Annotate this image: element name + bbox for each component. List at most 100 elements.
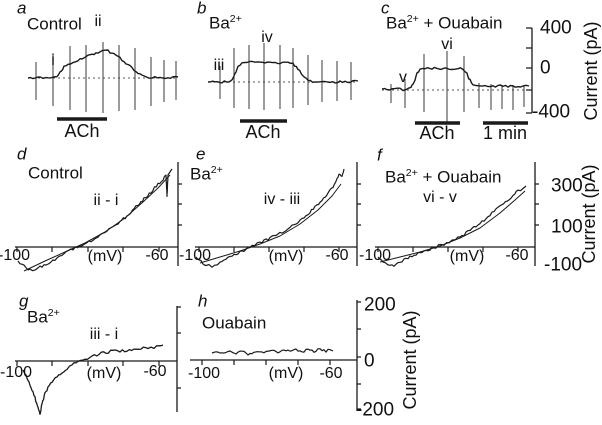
trace-marker-i: i bbox=[51, 53, 55, 69]
top-scale-ticks bbox=[526, 27, 532, 114]
xtick-h-neg60: -60 bbox=[319, 366, 342, 382]
panel-letter-d-text: d bbox=[17, 144, 27, 164]
condition-label-b-superscript: 2+ bbox=[229, 12, 242, 25]
xtick-f-neg100-text: -100 bbox=[358, 247, 392, 264]
panel-letter-a-text: a bbox=[17, 0, 27, 18]
difference-trace-h bbox=[211, 348, 334, 356]
xtick-e-neg60: -60 bbox=[325, 248, 348, 264]
xtick-e-neg60-text: -60 bbox=[325, 247, 349, 264]
ticks-h-y bbox=[357, 301, 361, 410]
condition-label-a-text: Control bbox=[27, 14, 82, 34]
trace-marker-ii: ii bbox=[94, 14, 101, 30]
xtick-d-neg100: -100 bbox=[0, 248, 30, 264]
condition-label-f: Ba2+ + Ouabain bbox=[385, 166, 502, 187]
xtick-d-neg60: -60 bbox=[145, 248, 168, 264]
top-axis-title: Current (pA) bbox=[581, 21, 601, 121]
xtick-d-neg60-text: -60 bbox=[145, 247, 169, 264]
panel-letter-g-text: g bbox=[19, 291, 29, 311]
panel-letter-c: c bbox=[381, 0, 390, 17]
condition-label-f-text: Ba bbox=[385, 167, 406, 187]
time-scale-label-text: 1 min bbox=[482, 123, 528, 143]
difference-trace-g bbox=[22, 344, 164, 415]
ticks-e-x bbox=[198, 247, 340, 252]
h-scale-200-text: 200 bbox=[364, 294, 396, 316]
ticks-d-x bbox=[16, 247, 160, 252]
xtick-f-neg100: -100 bbox=[359, 248, 391, 264]
h-scale-neg200-text: -200 bbox=[356, 399, 395, 421]
h-axis-title-text: Current (pA) bbox=[400, 310, 420, 410]
trace-marker-ii-text: ii bbox=[94, 13, 102, 30]
trace-marker-v: v bbox=[399, 70, 407, 86]
panel-letter-d: d bbox=[17, 146, 26, 163]
xtick-h-neg100: -100 bbox=[188, 366, 220, 382]
mid-axis-title: Current (pA) bbox=[579, 164, 599, 263]
panel-letter-e: e bbox=[196, 146, 205, 163]
fit-line-e bbox=[199, 183, 342, 264]
ach-label-b-text: ACh bbox=[245, 122, 281, 142]
xtick-h-neg60-text: -60 bbox=[319, 365, 343, 382]
condition-label-b: Ba2+ bbox=[209, 12, 242, 33]
condition-label-d: Control bbox=[28, 165, 83, 182]
ticks-g-x bbox=[16, 361, 160, 366]
current-trace-b bbox=[207, 60, 359, 84]
ach-label-a-text: ACh bbox=[64, 121, 100, 141]
condition-label-c: Ba2+ + Ouabain bbox=[386, 12, 502, 32]
condition-label-c-superscript: 2+ bbox=[406, 12, 419, 25]
difference-label-f-text: vi - v bbox=[423, 189, 457, 206]
trace-marker-iv-text: iv bbox=[261, 29, 273, 46]
fit-line-f bbox=[379, 190, 526, 263]
xaxis-f-mv-text: (mV) bbox=[449, 248, 485, 265]
ticks-g-y bbox=[177, 306, 181, 389]
trace-marker-iv: iv bbox=[261, 30, 273, 46]
panel-letter-h: h bbox=[198, 293, 207, 310]
ramp-spikes-b bbox=[219, 43, 352, 110]
top-scale-neg400: -400 bbox=[532, 103, 570, 122]
top-scale-400-text: 400 bbox=[540, 17, 572, 39]
xaxis-f-mv: (mV) bbox=[450, 249, 485, 265]
ach-label-c: ACh bbox=[419, 124, 454, 142]
xtick-d-neg100-text: -100 bbox=[0, 247, 31, 264]
top-scale-neg400-text: -400 bbox=[532, 101, 571, 123]
condition-label-f-tail: + Ouabain bbox=[417, 167, 502, 187]
difference-label-g: iii - i bbox=[90, 327, 118, 343]
ticks-f-x bbox=[377, 247, 519, 252]
condition-label-a: Control bbox=[27, 16, 82, 33]
xtick-f-neg60: -60 bbox=[505, 248, 528, 264]
condition-label-e-text: Ba bbox=[190, 164, 211, 184]
mid-scale-300-text: 300 bbox=[551, 175, 583, 197]
top-scale-400: 400 bbox=[540, 19, 572, 38]
difference-trace-f bbox=[377, 185, 527, 267]
panel-letter-a: a bbox=[17, 0, 26, 17]
h-scale-0: 0 bbox=[364, 352, 375, 371]
condition-label-f-superscript: 2+ bbox=[405, 166, 418, 179]
difference-label-g-text: iii - i bbox=[89, 326, 119, 343]
current-trace-c bbox=[381, 66, 530, 92]
xtick-h-neg100-text: -100 bbox=[187, 365, 221, 382]
condition-label-h-text: Ouabain bbox=[202, 313, 267, 333]
condition-label-b-text: Ba bbox=[209, 13, 230, 33]
ach-label-a: ACh bbox=[64, 122, 99, 140]
ramp-spikes-c bbox=[390, 51, 525, 122]
trace-marker-i-text: i bbox=[51, 52, 55, 69]
xtick-g-neg60: -60 bbox=[143, 364, 166, 380]
panel-letter-f-text: f bbox=[377, 145, 382, 165]
panel-letter-g: g bbox=[19, 293, 28, 310]
condition-label-g: Ba2+ bbox=[27, 308, 60, 326]
xtick-g-neg100-text: -100 bbox=[0, 364, 33, 381]
xtick-e-neg100: -100 bbox=[179, 248, 211, 264]
trace-marker-vi: vi bbox=[441, 37, 453, 53]
mid-scale-300: 300 bbox=[551, 177, 583, 196]
top-axis-title-text: Current (pA) bbox=[581, 21, 601, 121]
trace-marker-v-text: v bbox=[399, 69, 407, 86]
xtick-f-neg60-text: -60 bbox=[505, 247, 529, 264]
xaxis-g-mv-text: (mV) bbox=[86, 365, 122, 382]
mid-scale-100: 100 bbox=[551, 218, 583, 237]
xaxis-h-mv-text: (mV) bbox=[268, 365, 304, 382]
h-axis-title: Current (pA) bbox=[400, 310, 420, 410]
trace-marker-iii-text: iii bbox=[213, 57, 225, 74]
xaxis-h-mv: (mV) bbox=[269, 366, 304, 382]
panel-letter-c-text: c bbox=[381, 0, 390, 18]
xtick-g-neg60-text: -60 bbox=[143, 363, 167, 380]
